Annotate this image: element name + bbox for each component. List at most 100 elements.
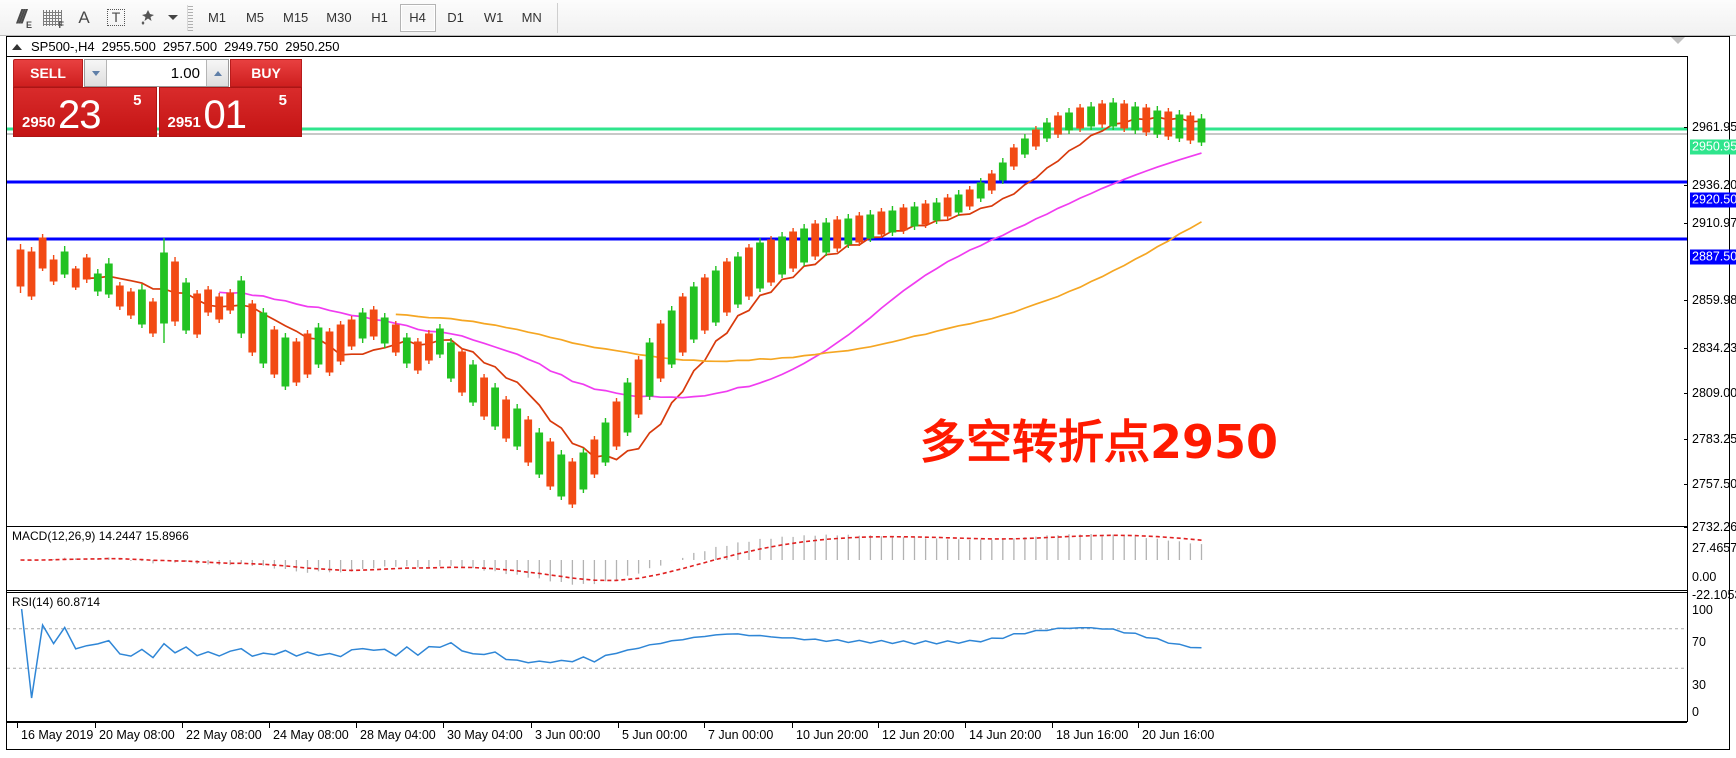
rsi-scale-label: 100 [1692, 603, 1713, 617]
candle-body [336, 324, 345, 362]
candle-body [259, 312, 268, 364]
volume-decrement-button[interactable] [85, 60, 107, 86]
time-axis-tick [269, 723, 270, 728]
buy-button[interactable]: BUY [230, 59, 302, 87]
candle-body [138, 289, 146, 325]
price-scale-label: 2809.000 [1692, 386, 1736, 400]
candle-body [921, 203, 930, 225]
price-scale-label: 2732.265 [1692, 520, 1736, 534]
price-scale-label: 2757.500 [1692, 477, 1736, 491]
rsi-canvas [7, 598, 1687, 699]
timeframe-h4[interactable]: H4 [399, 3, 436, 32]
main-toolbar: ///E F A T M1 M5 M15 M30 H1 H4 D1 W1 MN [0, 0, 1736, 36]
time-axis-tick [531, 723, 532, 728]
price-scale-tick [1684, 300, 1688, 301]
one-click-trading-panel[interactable]: SELL 1.00 BUY 2950 23 5 2951 01 5 [13, 59, 302, 137]
timeframe-w1[interactable]: W1 [483, 10, 504, 25]
price-scale-label: 2910.970 [1692, 216, 1736, 230]
candle-body [943, 197, 952, 217]
chart-low-price: 2949.750 [224, 39, 279, 54]
buy-price-fraction: 5 [278, 92, 287, 109]
objects-dropdown-icon[interactable] [164, 3, 182, 33]
sell-button[interactable]: SELL [13, 59, 83, 87]
price-scale-highlight-label: 2950.952 [1690, 139, 1736, 155]
price-pane[interactable] [7, 56, 1687, 525]
sell-price-major: 23 [58, 93, 101, 137]
volume-increment-button[interactable] [206, 60, 228, 86]
candle-body [689, 286, 698, 340]
grid-dots-icon[interactable]: F [36, 3, 68, 33]
candle-body [800, 228, 809, 263]
price-scale-tick [1684, 185, 1688, 186]
timeframe-m5[interactable]: M5 [245, 10, 265, 25]
volume-value: 1.00 [170, 64, 200, 82]
label-tool-icon[interactable]: T [100, 3, 132, 33]
candle-body [987, 173, 996, 191]
time-axis-tick [965, 723, 966, 728]
buy-price-major: 01 [203, 93, 247, 137]
buy-price-box[interactable]: 2951 01 5 [158, 87, 302, 137]
chart-high-price: 2957.500 [162, 39, 218, 54]
candle-body [645, 342, 654, 397]
timeframe-d1[interactable]: D1 [447, 10, 464, 25]
candle-body [590, 439, 599, 475]
time-axis-label: 20 Jun 16:00 [1142, 728, 1215, 742]
candle-body [27, 251, 36, 297]
time-axis-tick [704, 723, 705, 728]
time-axis[interactable]: 16 May 2019 20 May 08:00 22 May 08:00 24 Ma… [7, 722, 1687, 749]
candle-body [1175, 114, 1184, 139]
candle-body [811, 223, 820, 257]
price-scale-highlight-label: 2887.500 [1690, 249, 1736, 265]
macd-label: MACD(12,26,9) 14.2447 15.8966 [12, 529, 192, 543]
candle-body [358, 312, 367, 339]
timeframe-m1[interactable]: M1 [207, 10, 227, 25]
time-axis-label: 30 May 04:00 [447, 728, 523, 742]
timeframe-mn[interactable]: MN [521, 10, 542, 25]
collapse-triangle-icon[interactable] [12, 43, 22, 50]
candle-body [292, 341, 301, 383]
price-scale-tick [1684, 484, 1688, 485]
candle-body [149, 301, 157, 334]
volume-input[interactable]: 1.00 [84, 59, 229, 87]
candle-body [491, 387, 500, 427]
candle-body [601, 422, 610, 463]
candle-body [734, 256, 742, 305]
chart-symbol: SP500-,H4 [31, 39, 95, 54]
candle-body [204, 289, 212, 313]
candle-body [1087, 106, 1095, 127]
objects-icon[interactable] [132, 3, 164, 33]
candle-body [425, 333, 433, 361]
timeframe-h1[interactable]: H1 [371, 10, 388, 25]
candle-body [579, 452, 588, 490]
price-scale-tick [1684, 348, 1688, 349]
candle-body [667, 310, 676, 365]
candle-body [524, 419, 533, 463]
price-scale[interactable]: 2961.955 2950.952 2936.2052920.507 2910.970… [1684, 56, 1736, 722]
macd-pane[interactable]: MACD(12,26,9) 14.2447 15.8966 [7, 526, 1687, 591]
chart-ohlc-bar: SP500-,H4 2955.500 2957.500 2949.750 295… [7, 37, 1729, 56]
macd-canvas [20, 534, 1203, 585]
candle-body [160, 252, 168, 324]
timeframe-m30[interactable]: M30 [326, 10, 352, 25]
candle-body [1098, 103, 1106, 125]
price-scale-label: 2961.955 [1692, 120, 1736, 134]
macd-scale-label: -22.1053 [1692, 588, 1736, 602]
time-axis-tick [792, 723, 793, 728]
timeframe-m15[interactable]: M15 [283, 10, 309, 25]
rsi-scale-label: 70 [1692, 635, 1706, 649]
ma-fast-line [86, 116, 1202, 461]
candle-body [502, 399, 511, 439]
candle-body [700, 277, 709, 331]
candle-body [976, 182, 985, 199]
candle-body [778, 236, 787, 275]
rsi-pane[interactable]: RSI(14) 60.8714 [7, 592, 1687, 722]
chart-window[interactable]: SP500-,H4 2955.500 2957.500 2949.750 295… [6, 36, 1736, 750]
scroll-anchor-icon[interactable] [1671, 37, 1685, 44]
indicators-icon[interactable]: ///E [16, 6, 32, 30]
candle-body [380, 317, 389, 344]
candle-body [369, 309, 378, 337]
text-tool-icon[interactable]: A [78, 7, 90, 27]
candle-body [182, 282, 190, 331]
sell-price-box[interactable]: 2950 23 5 [13, 87, 157, 137]
candle-body [436, 328, 444, 355]
